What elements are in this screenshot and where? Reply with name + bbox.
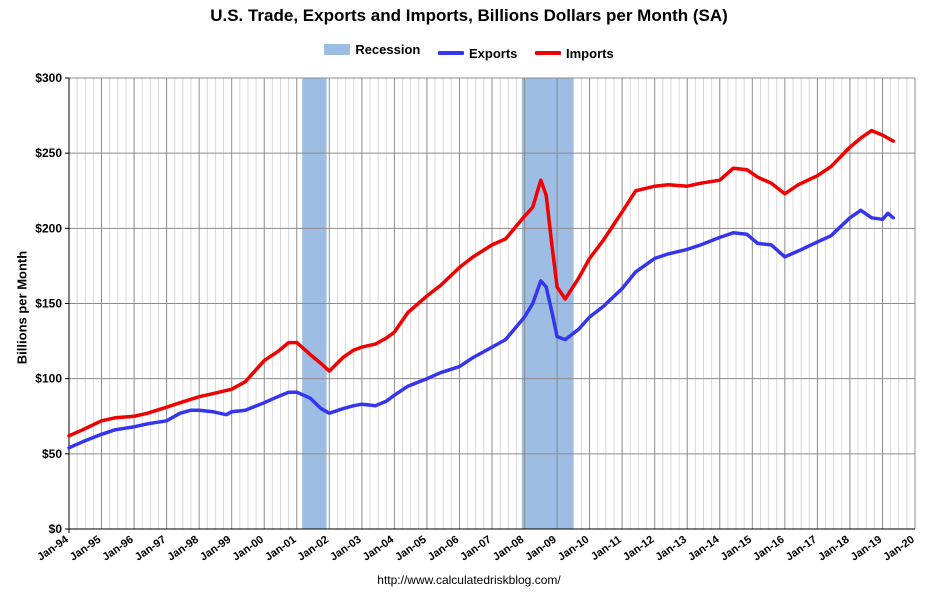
- x-tick-label: Jan-09: [523, 534, 558, 564]
- x-tick-label: Jan-15: [719, 534, 754, 564]
- x-tick-label: Jan-20: [881, 534, 916, 564]
- y-tick-label: $200: [35, 221, 62, 235]
- y-tick-label: $0: [49, 522, 63, 536]
- x-tick-label: Jan-06: [426, 534, 461, 564]
- legend-exports-label: Exports: [468, 45, 518, 61]
- x-tick-label: Jan-08: [491, 534, 526, 564]
- x-tick-label: Jan-13: [654, 534, 689, 564]
- axes: [65, 77, 915, 533]
- legend-recession-swatch: [324, 44, 351, 55]
- x-tick-label: Jan-19: [849, 534, 884, 564]
- legend-item-exports: Exports: [437, 45, 518, 61]
- legend: Recession Exports Imports: [0, 42, 938, 61]
- y-tick-label: $150: [35, 297, 62, 311]
- x-tick-labels: Jan-94Jan-95Jan-96Jan-97Jan-98Jan-99Jan-…: [35, 533, 916, 563]
- x-tick-label: Jan-99: [198, 534, 233, 564]
- x-tick-label: Jan-10: [556, 534, 591, 564]
- series-line-exports: [67, 208, 896, 450]
- legend-item-imports: Imports: [535, 46, 614, 61]
- x-tick-label: Jan-96: [100, 534, 135, 564]
- series-line-imports: [67, 128, 896, 438]
- x-tick-label: Jan-01: [263, 534, 298, 564]
- major-gridlines: [68, 77, 916, 530]
- legend-exports-swatch: [437, 51, 464, 55]
- y-tick-label: $100: [35, 372, 62, 386]
- x-tick-label: Jan-04: [361, 533, 397, 563]
- x-tick-label: Jan-94: [35, 533, 71, 563]
- legend-item-recession: Recession: [324, 42, 420, 57]
- legend-imports-label: Imports: [566, 45, 614, 61]
- x-tick-label: Jan-18: [816, 534, 851, 564]
- x-tick-label: Jan-17: [784, 534, 819, 564]
- x-tick-label: Jan-16: [751, 534, 786, 564]
- x-tick-label: Jan-97: [133, 534, 168, 564]
- chart-title: U.S. Trade, Exports and Imports, Billion…: [210, 6, 728, 25]
- legend-recession-label: Recession: [355, 42, 421, 57]
- y-tick-label: $50: [42, 447, 62, 461]
- x-tick-label: Jan-00: [231, 534, 266, 564]
- series-lines: [67, 128, 896, 450]
- x-tick-label: Jan-07: [458, 534, 493, 564]
- x-tick-label: Jan-11: [589, 534, 624, 563]
- x-tick-label: Jan-03: [328, 534, 363, 564]
- x-tick-label: Jan-98: [165, 534, 200, 564]
- source-url: http://www.calculatedriskblog.com/: [377, 573, 561, 587]
- x-tick-label: Jan-02: [296, 534, 331, 564]
- x-tick-label: Jan-05: [393, 534, 428, 564]
- legend-imports-swatch: [535, 51, 562, 55]
- x-tick-label: Jan-95: [68, 534, 103, 564]
- y-tick-label: $250: [35, 146, 62, 160]
- x-tick-label: Jan-12: [621, 534, 656, 564]
- y-tick-labels: $0 $50 $100 $150 $200 $250 $300: [35, 71, 62, 536]
- x-tick-label: Jan-14: [686, 533, 722, 563]
- y-tick-label: $300: [35, 71, 62, 85]
